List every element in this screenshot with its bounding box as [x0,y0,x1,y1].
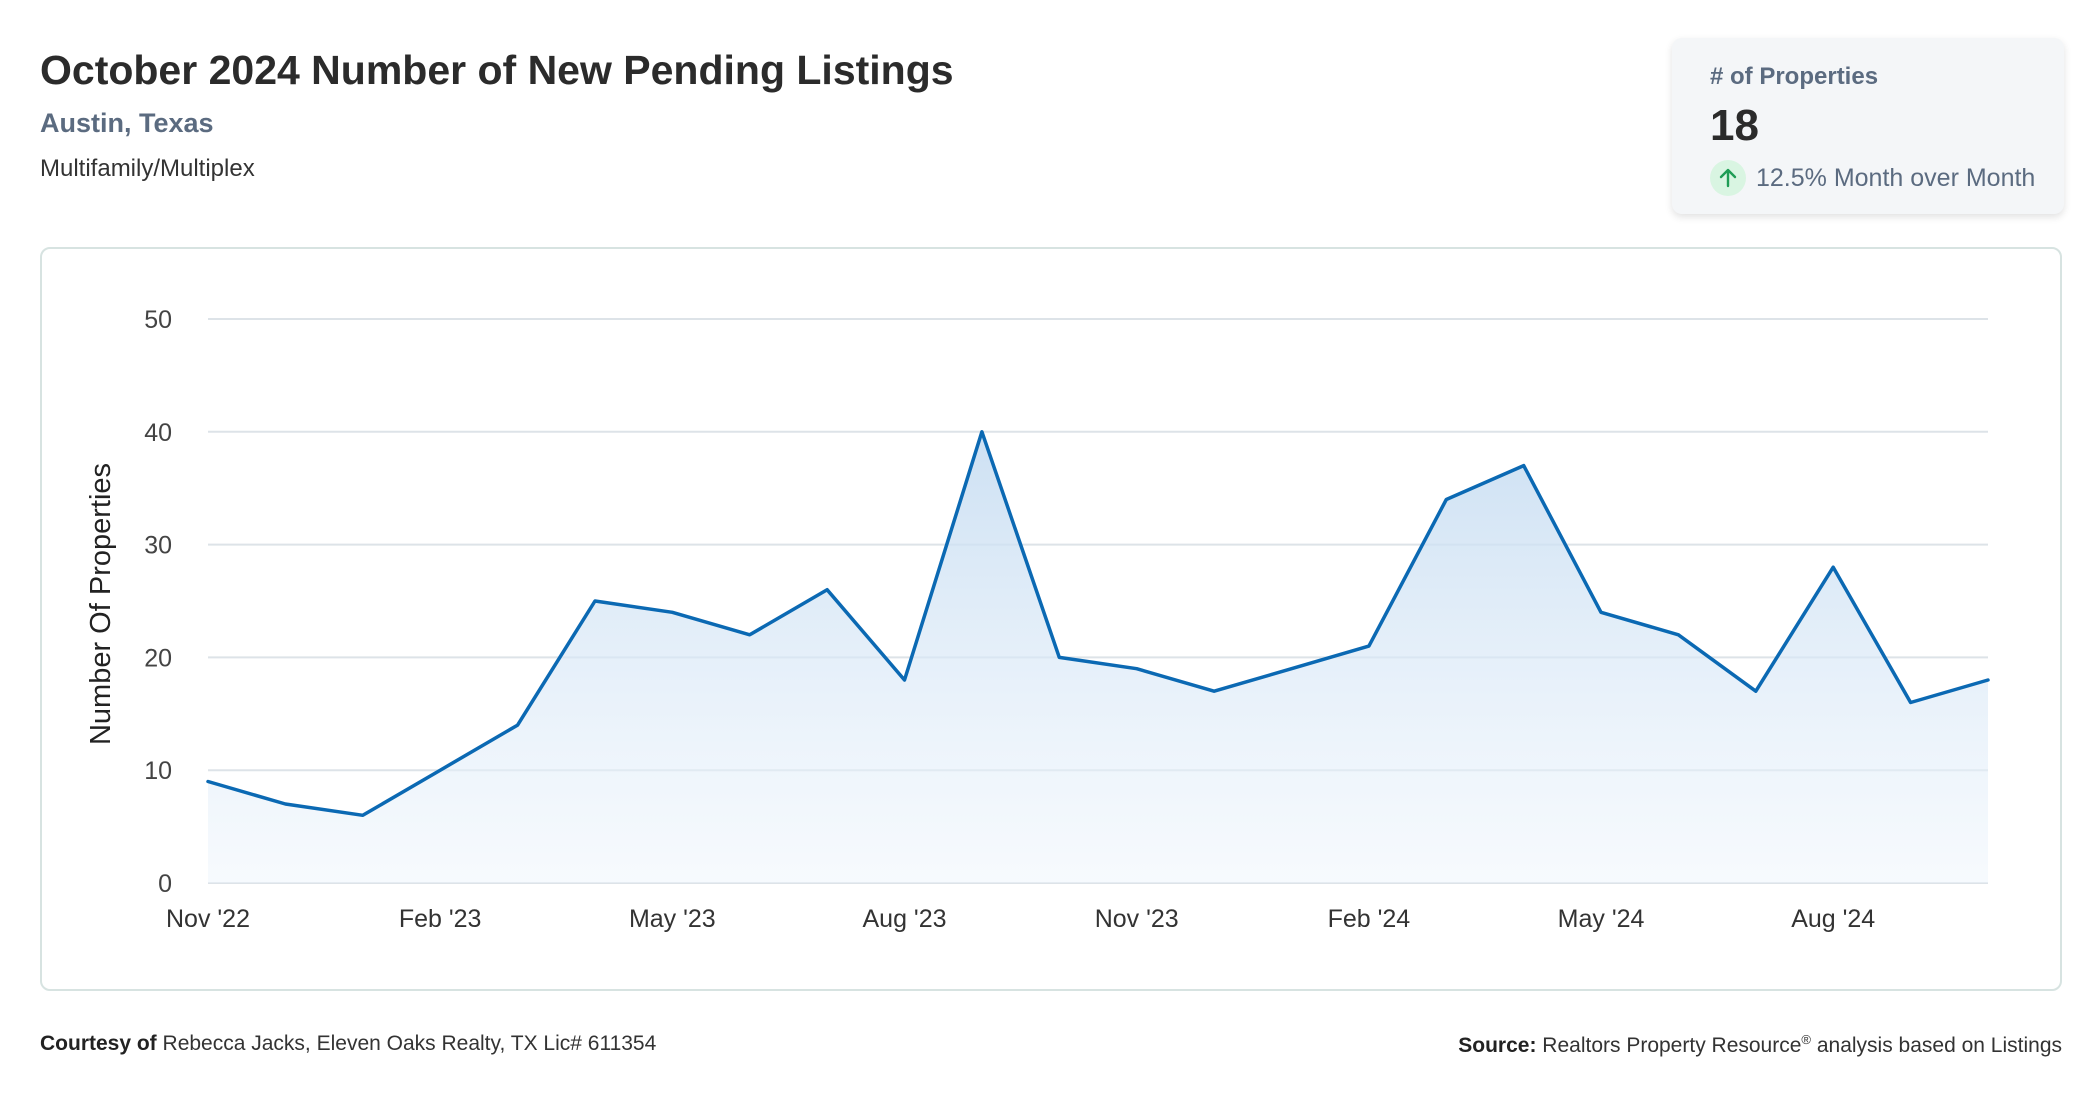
x-tick-label: Aug '24 [1791,905,1875,933]
source-label: Source: [1458,1034,1537,1057]
data-point[interactable] [1053,651,1065,663]
data-point[interactable] [1518,460,1530,472]
data-point[interactable] [821,584,833,596]
line-chart: 0 10 20 30 40 50 Nov '22 Feb '23 May '23 Aug '23… [85,306,1994,933]
source-text-b: analysis based on Listings [1816,1034,2062,1057]
arrow-up-icon [1710,160,1746,196]
data-point[interactable] [434,764,446,776]
x-tick-label: May '24 [1558,905,1645,933]
courtesy-text: Rebecca Jacks, Eleven Oaks Realty, TX Li… [162,1032,657,1055]
data-point[interactable] [899,674,911,686]
data-point[interactable] [1440,493,1452,505]
data-point[interactable] [1982,674,1994,686]
x-tick-label: Feb '23 [399,905,482,933]
series-area [208,431,1988,883]
y-tick-label: 20 [144,644,172,672]
data-point[interactable] [1285,663,1297,675]
series-line [206,430,1990,818]
x-tick-label: Nov '22 [166,905,250,933]
data-point[interactable] [279,798,291,810]
data-point[interactable] [1827,561,1839,573]
registered-mark: ® [1801,1032,1811,1047]
page-title: October 2024 Number of New Pending Listi… [40,47,954,93]
header: October 2024 Number of New Pending Listi… [40,44,954,184]
y-tick-label: 10 [144,757,172,785]
x-tick-label: Aug '23 [863,905,947,933]
kpi-card: # of Properties 18 12.5% Month over Mont… [1672,38,2064,214]
data-point[interactable] [744,629,756,641]
data-point[interactable] [1905,697,1917,709]
data-point[interactable] [1363,640,1375,652]
kpi-change: 12.5% Month over Month [1710,160,2064,196]
y-tick-label: 0 [158,870,172,898]
kpi-change-text: 12.5% Month over Month [1756,163,2036,192]
x-tick-label: Nov '23 [1095,905,1179,933]
y-tick-label: 30 [144,532,172,560]
kpi-label: # of Properties [1710,63,1879,90]
data-point[interactable] [1131,663,1143,675]
data-point[interactable] [1208,685,1220,697]
location-subtitle: Austin, Texas [40,108,214,138]
data-point[interactable] [976,426,988,438]
data-point[interactable] [1750,685,1762,697]
footer-courtesy: Courtesy of Rebecca Jacks, Eleven Oaks R… [40,1032,656,1056]
property-type-label: Multifamily/Multiplex [40,155,255,182]
x-tick-label: Feb '24 [1328,905,1411,933]
kpi-value: 18 [1710,101,1759,150]
data-point[interactable] [512,719,524,731]
footer-source: Source: Realtors Property Resource® anal… [1458,1032,2062,1058]
data-point[interactable] [357,809,369,821]
data-point[interactable] [666,606,678,618]
data-point[interactable] [202,775,214,787]
data-point[interactable] [1672,629,1684,641]
y-axis-label: Number Of Properties [85,463,117,745]
data-point[interactable] [589,595,601,607]
chart-panel: 0 10 20 30 40 50 Nov '22 Feb '23 May '23 Aug '23… [40,247,2062,991]
y-tick-label: 40 [144,419,172,447]
x-tick-label: May '23 [629,905,716,933]
courtesy-label: Courtesy of [40,1032,157,1055]
y-tick-label: 50 [144,306,172,334]
data-point[interactable] [1595,606,1607,618]
source-text-a: Realtors Property Resource [1542,1034,1802,1057]
